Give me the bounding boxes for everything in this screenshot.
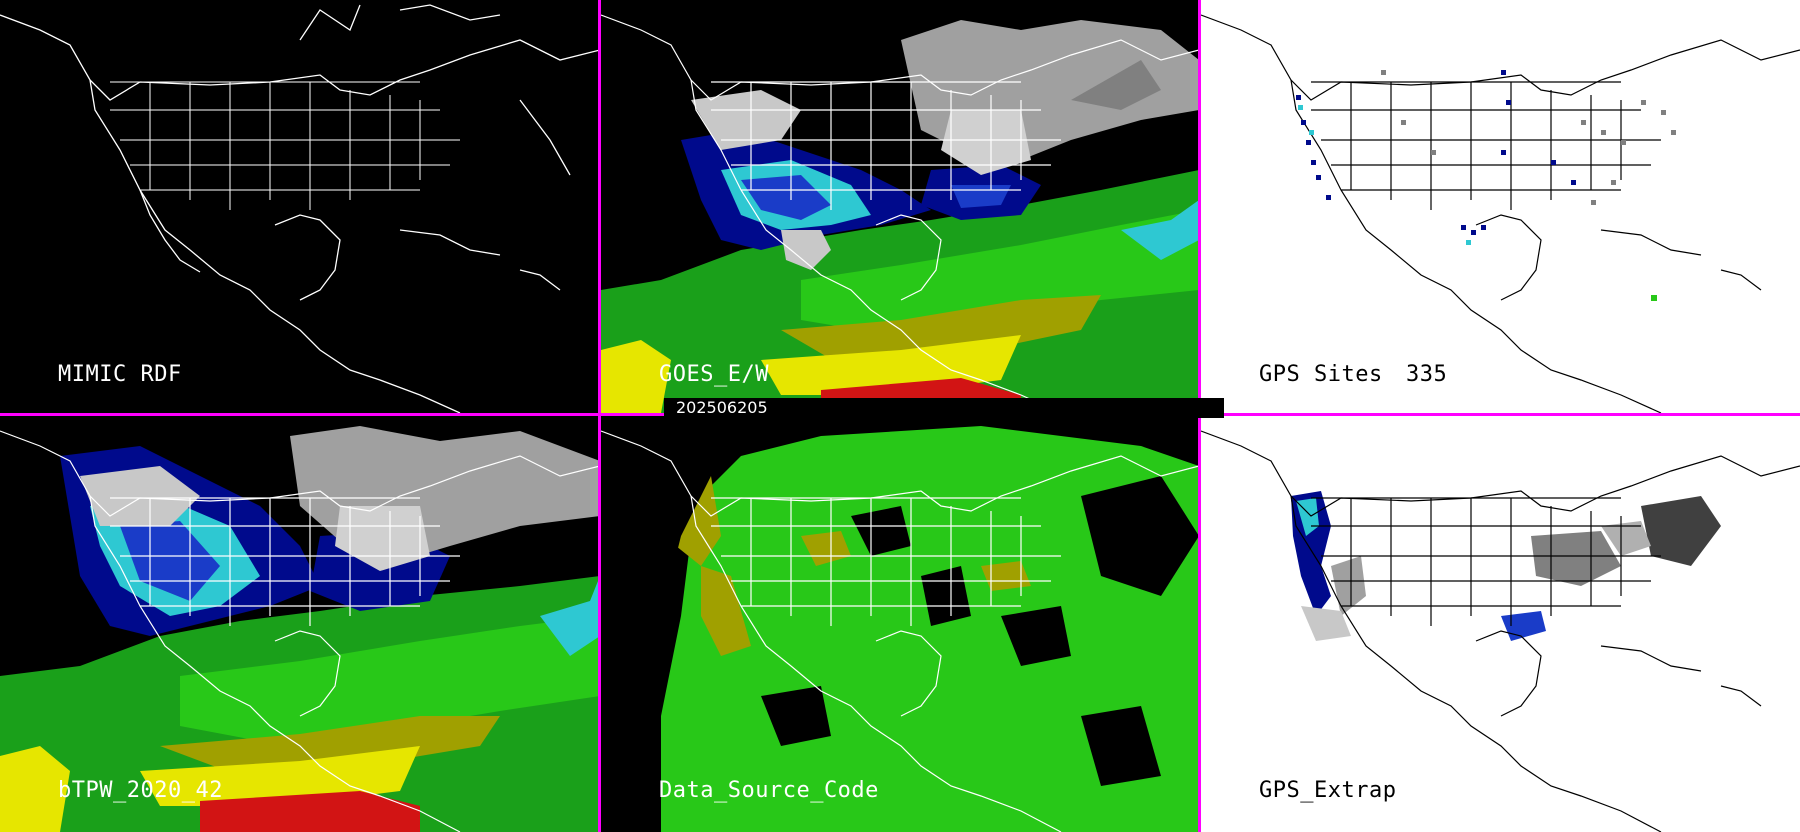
map-goes-ew	[601, 14, 1199, 413]
timestamp: 202506205	[676, 398, 768, 417]
panel-label: MIMIC RDF	[58, 362, 182, 387]
site-count: 335	[1406, 362, 1448, 387]
map-data-source-code	[601, 416, 1199, 832]
panel-mimic-rdf: MIMIC RDF	[0, 0, 600, 413]
map-gps-extrap	[1201, 430, 1800, 832]
panel-gps-sites: GPS Sites 335	[1201, 0, 1800, 413]
panel-gps-extrap: GPS_Extrap	[1201, 416, 1800, 832]
map-gps-sites	[1201, 14, 1800, 413]
timestamp-bar: 202506205	[664, 398, 1224, 418]
panel-label: GOES_E/W	[659, 362, 769, 387]
panel-label: Data_Source_Code	[659, 778, 879, 803]
panel-data-source-code: Data_Source_Code	[601, 416, 1199, 832]
panel-goes-ew: GOES_E/W	[601, 0, 1199, 413]
map-btpw	[0, 426, 600, 832]
panel-label: bTPW_2020_42	[58, 778, 223, 803]
map-mimic-rdf	[0, 4, 600, 413]
panel-btpw: bTPW_2020_42	[0, 416, 600, 832]
panel-label: GPS_Extrap	[1259, 778, 1397, 803]
divider-vertical-left	[598, 0, 601, 832]
panel-label: GPS Sites	[1259, 362, 1383, 387]
